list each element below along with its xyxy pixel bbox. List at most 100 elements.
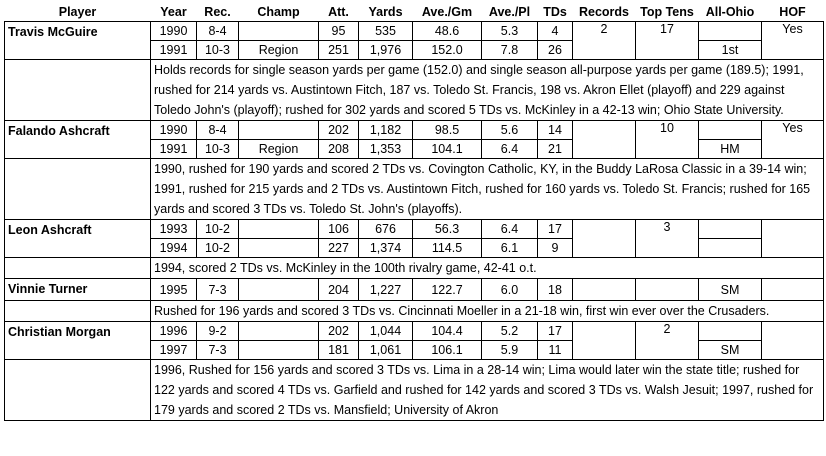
cell-tds: 17	[537, 219, 573, 239]
notes-row: Holds records for single season yards pe…	[4, 59, 824, 121]
table-row: Falando Ashcraft 1990 8-4 202 1,182 98.5…	[4, 120, 824, 159]
cell-ave-pl: 6.4	[481, 139, 538, 159]
notes-spacer	[4, 59, 151, 121]
player-name: Travis McGuire	[4, 21, 151, 60]
cell-all-ohio	[698, 238, 762, 258]
cell-hof: Yes	[761, 120, 824, 159]
table-row: Vinnie Turner 1995 7-3 204 1,227 122.7 6…	[4, 278, 824, 301]
cell-champ	[238, 219, 319, 239]
cell-champ	[238, 278, 319, 301]
cell-tds: 11	[537, 340, 573, 360]
cell-ave-pl: 6.1	[481, 238, 538, 258]
cell-year: 1990	[150, 21, 197, 41]
header-all-ohio: All-Ohio	[705, 4, 755, 19]
cell-all-ohio: SM	[698, 340, 762, 360]
notes-row: 1990, rushed for 190 yards and scored 2 …	[4, 158, 824, 220]
cell-year: 1995	[150, 278, 197, 301]
cell-records	[572, 278, 636, 301]
header-ave-gm: Ave./Gm	[421, 4, 473, 19]
header-year: Year	[160, 4, 187, 19]
cell-year: 1994	[150, 238, 197, 258]
cell-hof: Yes	[761, 21, 824, 60]
cell-rec: 7-3	[196, 278, 239, 301]
cell-tds: 9	[537, 238, 573, 258]
cell-champ	[238, 321, 319, 341]
cell-att: 251	[318, 40, 359, 60]
notes-row: 1996, Rushed for 156 yards and scored 3 …	[4, 359, 824, 421]
table-row: Leon Ashcraft 1993 10-2 106 676 56.3 6.4…	[4, 219, 824, 258]
header-top-tens: Top Tens	[640, 4, 694, 19]
player-notes: Holds records for single season yards pe…	[150, 59, 824, 121]
cell-top-tens: 2	[635, 321, 699, 360]
cell-tds: 14	[537, 120, 573, 140]
cell-hof	[761, 321, 824, 360]
cell-ave-pl: 7.8	[481, 40, 538, 60]
player-notes: Rushed for 196 yards and scored 3 TDs vs…	[150, 300, 824, 322]
cell-champ: Region	[238, 139, 319, 159]
cell-yards: 535	[358, 21, 413, 41]
cell-yards: 1,227	[358, 278, 413, 301]
player-name: Leon Ashcraft	[4, 219, 151, 258]
cell-ave-pl: 5.2	[481, 321, 538, 341]
cell-champ	[238, 120, 319, 140]
cell-rec: 10-2	[196, 219, 239, 239]
cell-records	[572, 219, 636, 258]
header-hof: HOF	[779, 4, 806, 19]
cell-ave-pl: 5.9	[481, 340, 538, 360]
cell-rec: 10-3	[196, 139, 239, 159]
cell-tds: 21	[537, 139, 573, 159]
notes-row: 1994, scored 2 TDs vs. McKinley in the 1…	[4, 257, 824, 279]
cell-rec: 10-3	[196, 40, 239, 60]
cell-year: 1993	[150, 219, 197, 239]
cell-rec: 9-2	[196, 321, 239, 341]
cell-year: 1997	[150, 340, 197, 360]
header-champ: Champ	[257, 4, 300, 19]
table-row: Christian Morgan 1996 9-2 202 1,044 104.…	[4, 321, 824, 360]
cell-att: 95	[318, 21, 359, 41]
cell-yards: 1,044	[358, 321, 413, 341]
cell-att: 181	[318, 340, 359, 360]
cell-att: 204	[318, 278, 359, 301]
cell-top-tens: 17	[635, 21, 699, 60]
cell-ave-gm: 122.7	[412, 278, 482, 301]
header-tds: TDs	[543, 4, 567, 19]
cell-records: 2	[572, 21, 636, 60]
cell-year: 1990	[150, 120, 197, 140]
table-row: Travis McGuire 1990 8-4 95 535 48.6 5.3 …	[4, 21, 824, 60]
cell-rec: 7-3	[196, 340, 239, 360]
header-row: Player Year Rec. Champ Att. Yards Ave./G…	[5, 2, 824, 22]
header-records: Records	[578, 4, 630, 19]
cell-records	[572, 120, 636, 159]
cell-top-tens: 3	[635, 219, 699, 258]
header-yards: Yards	[368, 4, 403, 19]
cell-all-ohio: 1st	[698, 40, 762, 60]
cell-yards: 1,353	[358, 139, 413, 159]
cell-tds: 18	[537, 278, 573, 301]
cell-yards: 676	[358, 219, 413, 239]
cell-champ: Region	[238, 40, 319, 60]
cell-tds: 17	[537, 321, 573, 341]
cell-champ	[238, 238, 319, 258]
cell-att: 208	[318, 139, 359, 159]
player-notes: 1990, rushed for 190 yards and scored 2 …	[150, 158, 824, 220]
header-player: Player	[58, 4, 97, 19]
cell-all-ohio	[698, 21, 762, 41]
cell-all-ohio: SM	[698, 278, 762, 301]
player-name: Christian Morgan	[4, 321, 151, 360]
cell-ave-gm: 104.1	[412, 139, 482, 159]
cell-ave-gm: 56.3	[412, 219, 482, 239]
cell-ave-pl: 6.0	[481, 278, 538, 301]
cell-hof	[761, 219, 824, 258]
cell-all-ohio	[698, 120, 762, 140]
cell-year: 1996	[150, 321, 197, 341]
cell-yards: 1,182	[358, 120, 413, 140]
cell-ave-gm: 104.4	[412, 321, 482, 341]
cell-champ	[238, 340, 319, 360]
cell-ave-gm: 114.5	[412, 238, 482, 258]
cell-ave-gm: 152.0	[412, 40, 482, 60]
player-notes: 1996, Rushed for 156 yards and scored 3 …	[150, 359, 824, 421]
notes-row: Rushed for 196 yards and scored 3 TDs vs…	[4, 300, 824, 322]
cell-ave-pl: 6.4	[481, 219, 538, 239]
cell-ave-gm: 98.5	[412, 120, 482, 140]
cell-year: 1991	[150, 139, 197, 159]
